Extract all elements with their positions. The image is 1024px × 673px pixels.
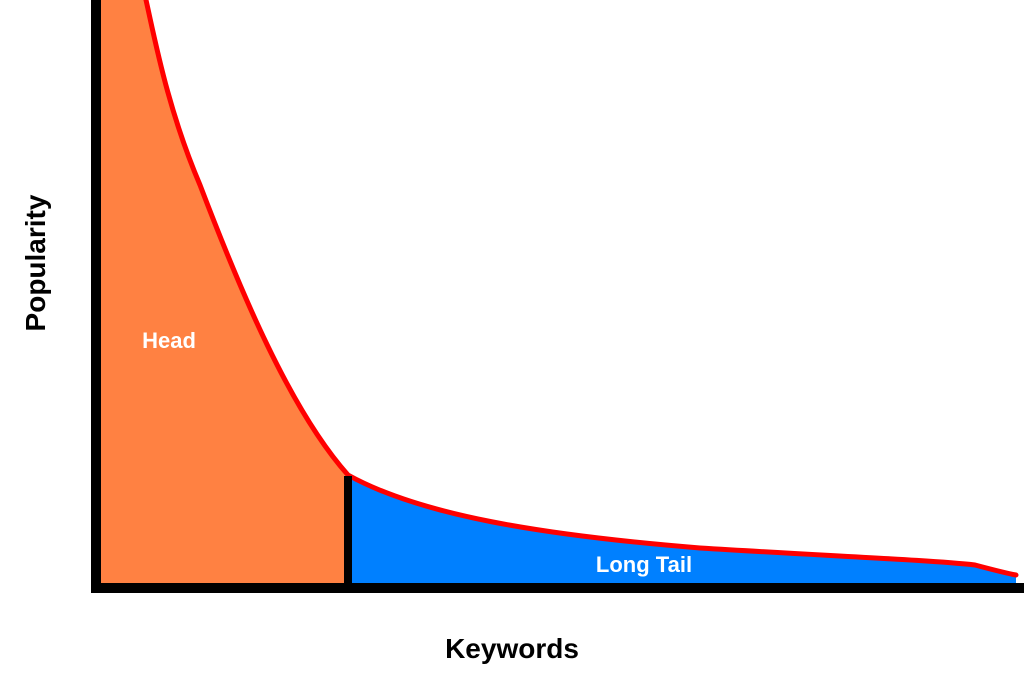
x-axis-label: Keywords (445, 633, 579, 664)
head-label: Head (142, 328, 196, 353)
popularity-curve (143, 0, 1019, 578)
y-axis-label: Popularity (20, 194, 51, 331)
head-region (96, 0, 348, 584)
long-tail-label: Long Tail (596, 552, 692, 577)
